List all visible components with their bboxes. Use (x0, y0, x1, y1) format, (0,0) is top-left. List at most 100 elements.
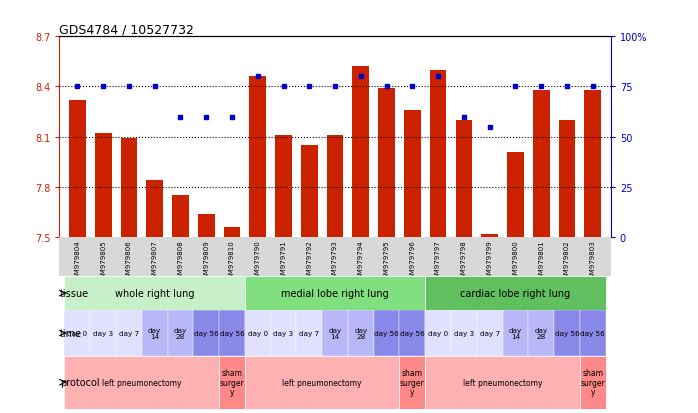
Text: sham
surger
y: sham surger y (220, 368, 244, 396)
Bar (116, 311, 142, 356)
Bar (425, 311, 451, 356)
Bar (580, 356, 606, 409)
Bar (477, 311, 503, 356)
Text: day 0: day 0 (248, 330, 268, 336)
Text: GSM979805: GSM979805 (100, 240, 106, 282)
Text: GSM979809: GSM979809 (203, 240, 209, 282)
Text: sham
surger
y: sham surger y (400, 368, 424, 396)
Text: GSM979798: GSM979798 (461, 240, 467, 282)
Text: day
28: day 28 (535, 327, 548, 339)
Text: GSM979804: GSM979804 (75, 240, 80, 282)
Text: day
28: day 28 (354, 327, 367, 339)
Bar (147, 180, 163, 237)
Bar (271, 311, 297, 356)
Text: left pneumonectomy: left pneumonectomy (102, 378, 181, 387)
Bar (90, 311, 116, 356)
Text: left pneumonectomy: left pneumonectomy (463, 378, 542, 387)
Bar (69, 101, 86, 237)
Bar (223, 228, 240, 237)
Text: day 56: day 56 (194, 330, 218, 336)
Bar (558, 121, 575, 237)
Text: GSM979801: GSM979801 (538, 240, 544, 282)
Text: cardiac lobe right lung: cardiac lobe right lung (461, 288, 570, 299)
Text: day
14: day 14 (329, 327, 341, 339)
Bar (430, 71, 447, 237)
Text: GSM979803: GSM979803 (590, 240, 595, 282)
Text: day 56: day 56 (580, 330, 605, 336)
Bar (245, 311, 271, 356)
Text: day 0: day 0 (67, 330, 87, 336)
Bar (219, 356, 245, 409)
Text: day
28: day 28 (174, 327, 187, 339)
Bar (425, 356, 580, 409)
Text: GSM979799: GSM979799 (487, 240, 493, 282)
Bar (193, 311, 219, 356)
Text: day 0: day 0 (428, 330, 448, 336)
Bar (580, 311, 606, 356)
Bar (399, 356, 425, 409)
Text: GSM979791: GSM979791 (281, 240, 286, 282)
Text: day 3: day 3 (454, 330, 474, 336)
Text: tissue: tissue (60, 288, 89, 299)
Text: day
14: day 14 (509, 327, 522, 339)
Text: day 56: day 56 (220, 330, 244, 336)
Bar (378, 89, 395, 237)
Text: sham
surger
y: sham surger y (580, 368, 605, 396)
Text: GSM979790: GSM979790 (255, 240, 261, 282)
Text: left pneumonectomy: left pneumonectomy (283, 378, 362, 387)
Bar (481, 234, 498, 237)
Bar (399, 311, 425, 356)
Bar (168, 311, 193, 356)
Text: day 7: day 7 (119, 330, 139, 336)
Text: day 7: day 7 (299, 330, 320, 336)
Bar (121, 139, 138, 237)
Text: day 56: day 56 (400, 330, 424, 336)
Bar (322, 311, 348, 356)
Bar (528, 311, 554, 356)
Bar (219, 311, 245, 356)
Bar (503, 311, 528, 356)
Text: GSM979802: GSM979802 (564, 240, 570, 282)
Bar (64, 356, 219, 409)
Text: GDS4784 / 10527732: GDS4784 / 10527732 (59, 23, 194, 36)
Text: medial lobe right lung: medial lobe right lung (281, 288, 389, 299)
Bar (533, 90, 549, 237)
Bar (507, 152, 524, 237)
Bar (301, 146, 318, 237)
Text: GSM979808: GSM979808 (177, 240, 184, 282)
Text: day 7: day 7 (480, 330, 500, 336)
Text: protocol: protocol (60, 377, 100, 387)
Text: whole right lung: whole right lung (115, 288, 195, 299)
Bar (451, 311, 477, 356)
Bar (297, 311, 322, 356)
Text: GSM979796: GSM979796 (409, 240, 415, 282)
Bar (373, 311, 399, 356)
Text: day 56: day 56 (374, 330, 399, 336)
Text: GSM979807: GSM979807 (151, 240, 158, 282)
Bar (404, 111, 421, 237)
Text: time: time (60, 328, 82, 338)
Bar (245, 356, 399, 409)
Text: day
14: day 14 (148, 327, 161, 339)
Text: GSM979792: GSM979792 (306, 240, 312, 282)
Text: day 3: day 3 (274, 330, 294, 336)
Bar (64, 311, 90, 356)
Text: GSM979810: GSM979810 (229, 240, 235, 282)
Bar (245, 276, 425, 311)
Bar (198, 214, 214, 237)
Text: GSM979793: GSM979793 (332, 240, 338, 282)
Text: GSM979795: GSM979795 (384, 240, 389, 282)
Bar (249, 77, 266, 237)
Bar (348, 311, 373, 356)
Bar (275, 135, 292, 237)
Bar (352, 67, 369, 237)
Text: day 56: day 56 (555, 330, 579, 336)
Bar (584, 90, 601, 237)
Bar (64, 276, 245, 311)
Bar (172, 196, 189, 237)
Bar (95, 134, 112, 237)
Text: GSM979797: GSM979797 (435, 240, 441, 282)
Bar (425, 276, 606, 311)
Text: day 3: day 3 (93, 330, 113, 336)
Bar (456, 121, 473, 237)
